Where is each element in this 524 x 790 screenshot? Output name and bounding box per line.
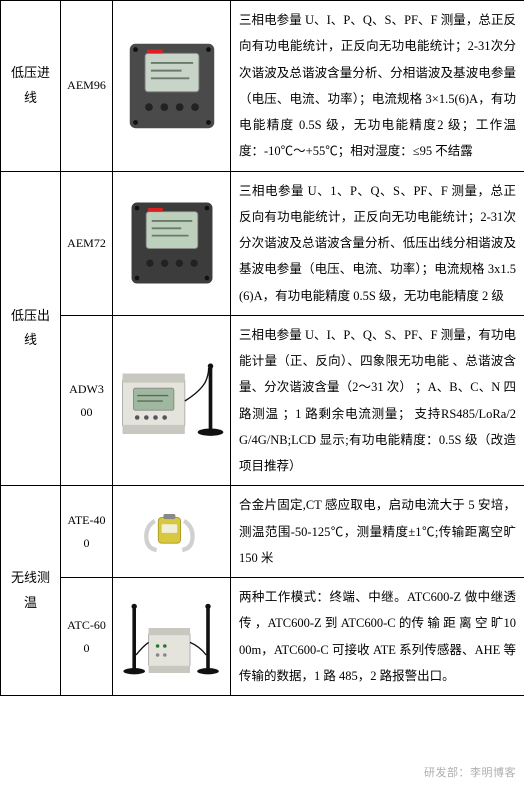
- model-cell: ATE-400: [61, 486, 113, 578]
- description-text: 合金片固定,CT 感应取电，启动电流大于 5 安培，测温范围-50-125℃，测…: [239, 498, 516, 565]
- spec-table: 低压进线 AEM96 三相电参量 U、I、P、Q、S、PF、F 测量，总正反向有功…: [0, 0, 524, 696]
- category-cell: 低压出线: [1, 171, 61, 486]
- table-row: ADW300 三相电参量 U、I、P、Q、S、PF、F 测量，有功电能计量（正、…: [1, 315, 524, 486]
- device-image-cell: [113, 486, 231, 578]
- model-label: ATE-400: [68, 513, 106, 550]
- category-label: 无线测温: [11, 570, 50, 610]
- description-text: 三相电参量 U、I、P、Q、S、PF、F 测量，总正反向有功电能统计，正反向无功…: [239, 13, 516, 158]
- device-image: [126, 197, 218, 289]
- model-cell: ADW300: [61, 315, 113, 486]
- device-image-cell: [113, 1, 231, 172]
- description-cell: 合金片固定,CT 感应取电，启动电流大于 5 安培，测温范围-50-125℃，测…: [231, 486, 524, 578]
- description-cell: 三相电参量 U、1、P、Q、S、PF、F 测量，总正反向有功电能统计，正反向无功…: [231, 171, 524, 315]
- device-image-cell: [113, 171, 231, 315]
- description-text: 三相电参量 U、I、P、Q、S、PF、F 测量，有功电能计量（正、反向）、四象限…: [239, 328, 516, 473]
- category-label: 低压进线: [11, 65, 50, 105]
- description-cell: 两种工作模式：终端、中继。ATC600-Z 做中继透传 ，ATC600-Z 到 …: [231, 578, 524, 696]
- device-image-cell: [113, 315, 231, 486]
- model-label: AEM96: [67, 78, 106, 92]
- description-cell: 三相电参量 U、I、P、Q、S、PF、F 测量，总正反向有功电能统计，正反向无功…: [231, 1, 524, 172]
- model-label: AEM72: [67, 236, 106, 250]
- category-label: 低压出线: [11, 308, 50, 348]
- category-cell: 低压进线: [1, 1, 61, 172]
- model-label: ADW300: [69, 382, 104, 419]
- description-cell: 三相电参量 U、I、P、Q、S、PF、F 测量，有功电能计量（正、反向）、四象限…: [231, 315, 524, 486]
- device-image: [117, 353, 227, 449]
- description-text: 两种工作模式：终端、中继。ATC600-Z 做中继透传 ，ATC600-Z 到 …: [239, 590, 516, 683]
- device-image: [124, 38, 220, 134]
- model-cell: AEM96: [61, 1, 113, 172]
- description-text: 三相电参量 U、1、P、Q、S、PF、F 测量，总正反向有功电能统计，正反向无功…: [239, 184, 516, 303]
- category-cell: 无线测温: [1, 486, 61, 696]
- table-row: 低压出线AEM72 三相电参量 U、1、P、Q、S、PF、F 测量，总正反向有功…: [1, 171, 524, 315]
- device-image-cell: [113, 578, 231, 696]
- model-cell: AEM72: [61, 171, 113, 315]
- model-cell: ATC-600: [61, 578, 113, 696]
- table-row: 低压进线 AEM96 三相电参量 U、I、P、Q、S、PF、F 测量，总正反向有功…: [1, 1, 524, 172]
- table-row: 无线测温ATE-400 合金片固定,CT 感应取电，启动电流大于 5 安培，测温…: [1, 486, 524, 578]
- model-label: ATC-600: [67, 618, 106, 655]
- device-image: [137, 502, 207, 562]
- watermark: 研发部：李明博客: [424, 763, 516, 784]
- device-image: [117, 592, 227, 682]
- table-row: ATC-600 两种工作模式：终端、中继。ATC600-Z 做中继透传 ，ATC…: [1, 578, 524, 696]
